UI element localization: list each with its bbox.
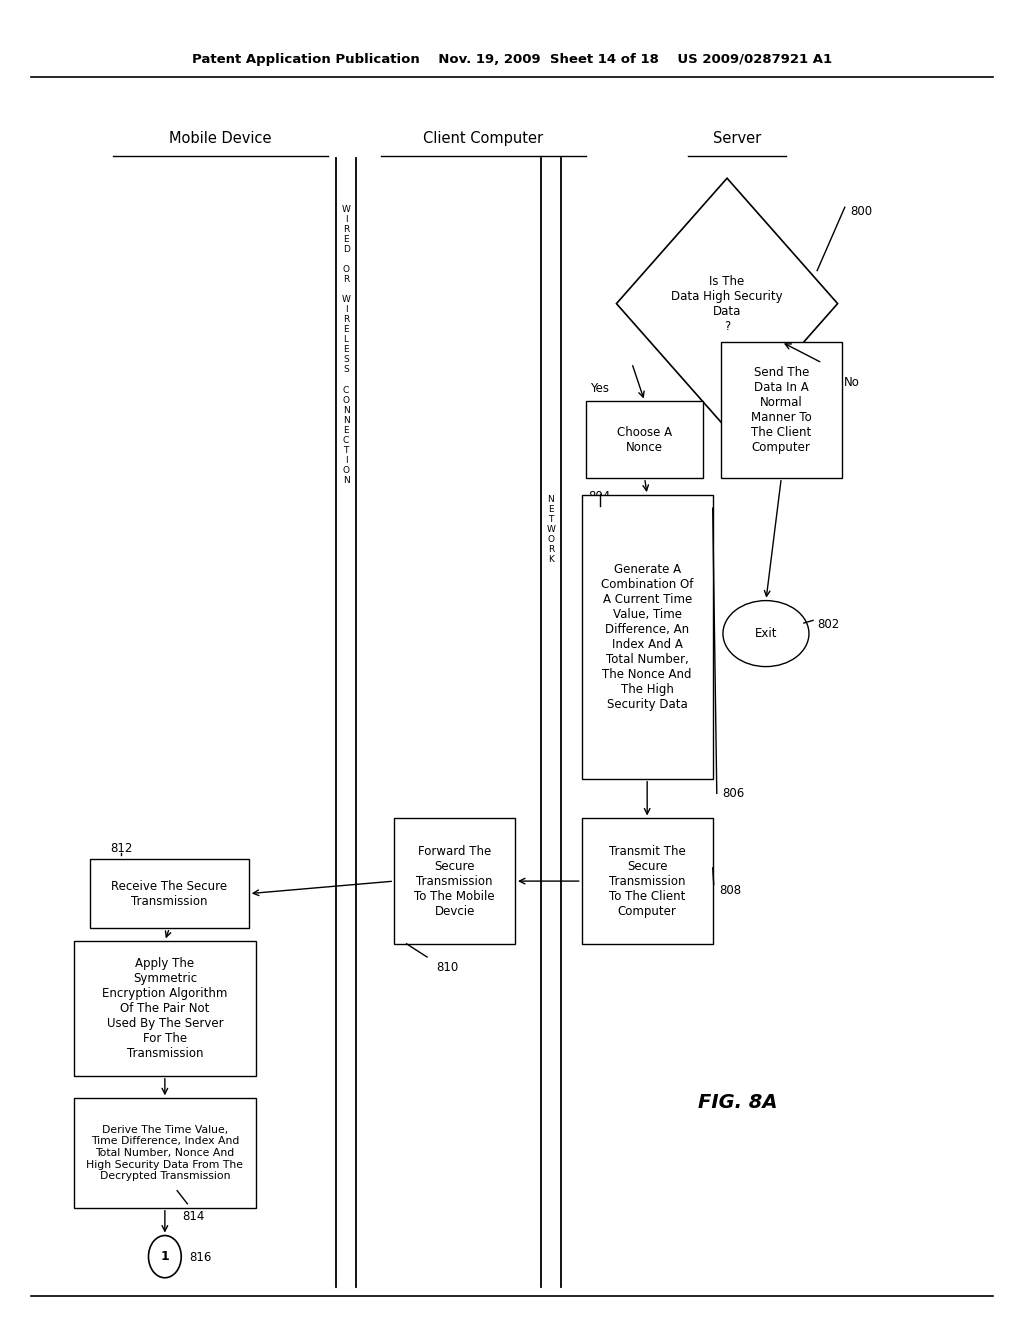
Text: 800: 800 [850, 205, 872, 218]
Text: 812: 812 [111, 842, 133, 855]
Text: Transmit The
Secure
Transmission
To The Client
Computer: Transmit The Secure Transmission To The … [609, 845, 685, 917]
Text: Exit: Exit [755, 627, 777, 640]
Text: Client Computer: Client Computer [423, 131, 544, 147]
Text: FIG. 8A: FIG. 8A [697, 1093, 777, 1111]
Circle shape [148, 1236, 181, 1278]
FancyBboxPatch shape [74, 1098, 256, 1208]
FancyBboxPatch shape [394, 818, 515, 944]
Text: No: No [844, 376, 860, 389]
Text: 810: 810 [436, 961, 459, 974]
Text: 808: 808 [719, 884, 741, 898]
Polygon shape [616, 178, 838, 429]
Text: Forward The
Secure
Transmission
To The Mobile
Devcie: Forward The Secure Transmission To The M… [415, 845, 495, 917]
Text: Generate A
Combination Of
A Current Time
Value, Time
Difference, An
Index And A
: Generate A Combination Of A Current Time… [601, 562, 693, 711]
Text: 806: 806 [722, 787, 744, 800]
FancyBboxPatch shape [582, 818, 713, 944]
Text: 816: 816 [189, 1251, 212, 1265]
Text: Yes: Yes [590, 381, 608, 395]
FancyBboxPatch shape [74, 941, 256, 1076]
FancyBboxPatch shape [721, 342, 842, 478]
FancyBboxPatch shape [582, 495, 713, 779]
Text: Receive The Secure
Transmission: Receive The Secure Transmission [112, 879, 227, 908]
Text: Choose A
Nonce: Choose A Nonce [617, 425, 672, 454]
Text: Apply The
Symmetric
Encryption Algorithm
Of The Pair Not
Used By The Server
For : Apply The Symmetric Encryption Algorithm… [102, 957, 227, 1060]
Text: Send The
Data In A
Normal
Manner To
The Client
Computer: Send The Data In A Normal Manner To The … [751, 366, 812, 454]
Text: 1: 1 [161, 1250, 169, 1263]
Text: Patent Application Publication    Nov. 19, 2009  Sheet 14 of 18    US 2009/02879: Patent Application Publication Nov. 19, … [191, 53, 833, 66]
Text: Derive The Time Value,
Time Difference, Index And
Total Number, Nonce And
High S: Derive The Time Value, Time Difference, … [86, 1125, 244, 1181]
Text: Server: Server [713, 131, 762, 147]
Text: Is The
Data High Security
Data
?: Is The Data High Security Data ? [671, 275, 783, 333]
Text: Mobile Device: Mobile Device [169, 131, 271, 147]
FancyBboxPatch shape [586, 401, 703, 478]
Text: 802: 802 [817, 618, 840, 631]
Text: 814: 814 [182, 1210, 205, 1224]
Text: W
I
R
E
D
 
O
R
 
W
I
R
E
L
E
S
S
 
C
O
N
N
E
C
T
I
O
N: W I R E D O R W I R E L E S S C O N N E … [342, 205, 350, 484]
FancyBboxPatch shape [90, 859, 249, 928]
Text: N
E
T
W
O
R
K: N E T W O R K [547, 495, 555, 565]
Text: 804: 804 [588, 490, 610, 503]
Ellipse shape [723, 601, 809, 667]
